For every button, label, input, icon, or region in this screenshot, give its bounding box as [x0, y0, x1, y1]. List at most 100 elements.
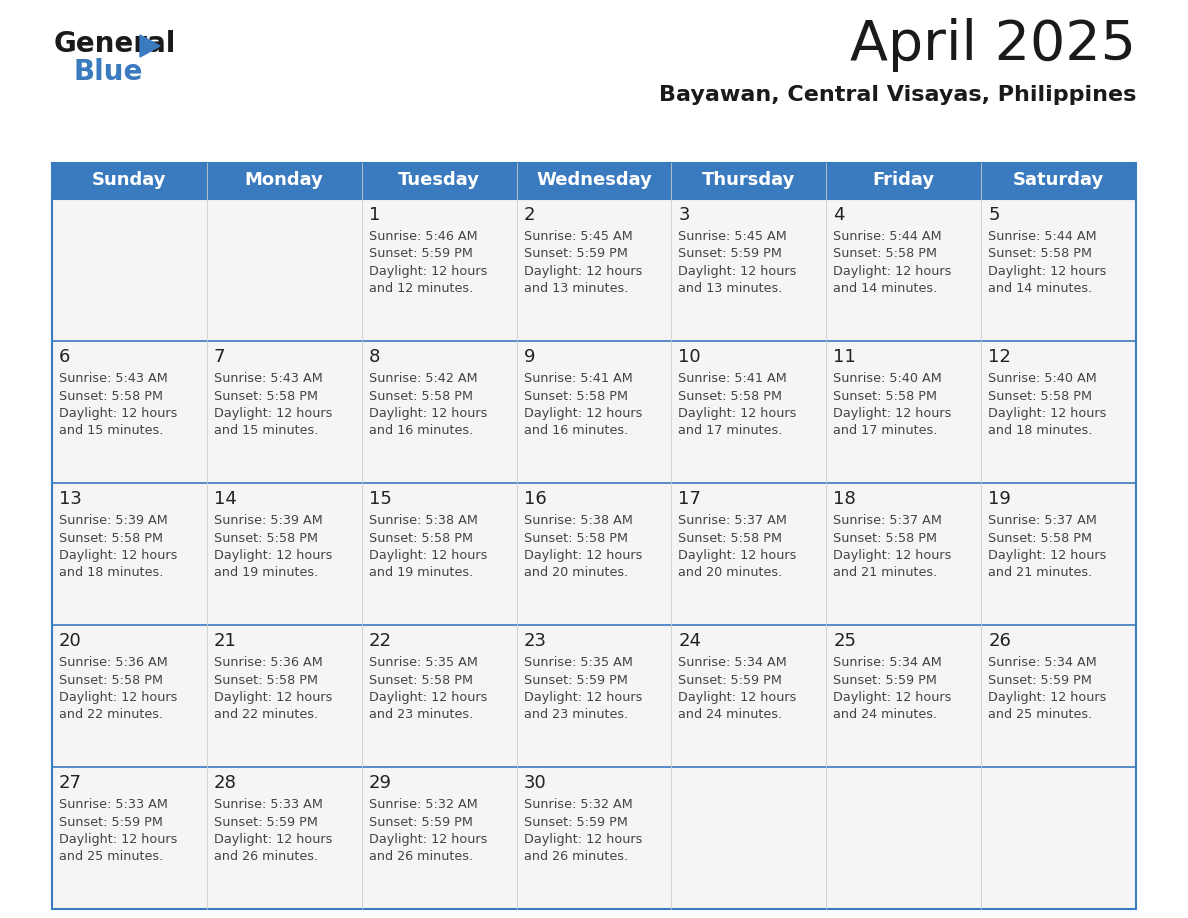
Bar — [52, 163, 1136, 199]
Text: and 21 minutes.: and 21 minutes. — [988, 566, 1093, 579]
Text: 3: 3 — [678, 206, 690, 224]
Bar — [671, 483, 827, 625]
Bar — [671, 625, 827, 767]
Text: Sunrise: 5:33 AM: Sunrise: 5:33 AM — [214, 798, 323, 811]
Text: Daylight: 12 hours: Daylight: 12 hours — [524, 407, 642, 420]
Bar — [52, 483, 207, 625]
Text: Daylight: 12 hours: Daylight: 12 hours — [833, 265, 952, 278]
Text: Sunrise: 5:38 AM: Sunrise: 5:38 AM — [524, 514, 632, 527]
Bar — [207, 341, 361, 483]
Text: Sunset: 5:58 PM: Sunset: 5:58 PM — [524, 389, 627, 402]
Bar — [207, 767, 361, 909]
Text: Saturday: Saturday — [1013, 171, 1104, 189]
Bar — [517, 199, 671, 341]
Text: Thursday: Thursday — [702, 171, 796, 189]
Text: 1: 1 — [368, 206, 380, 224]
Bar — [52, 341, 207, 483]
Text: Friday: Friday — [873, 171, 935, 189]
Text: Sunset: 5:58 PM: Sunset: 5:58 PM — [833, 389, 937, 402]
Bar — [207, 199, 361, 341]
Text: and 18 minutes.: and 18 minutes. — [59, 566, 164, 579]
Text: Sunrise: 5:43 AM: Sunrise: 5:43 AM — [214, 372, 323, 385]
Text: Sunset: 5:58 PM: Sunset: 5:58 PM — [833, 532, 937, 544]
Text: Daylight: 12 hours: Daylight: 12 hours — [368, 549, 487, 562]
Text: and 26 minutes.: and 26 minutes. — [524, 850, 627, 864]
Text: Daylight: 12 hours: Daylight: 12 hours — [678, 691, 797, 704]
Bar — [827, 199, 981, 341]
Text: Sunset: 5:59 PM: Sunset: 5:59 PM — [368, 248, 473, 261]
Text: Sunset: 5:58 PM: Sunset: 5:58 PM — [988, 389, 1092, 402]
Polygon shape — [140, 35, 160, 57]
Text: Sunset: 5:59 PM: Sunset: 5:59 PM — [524, 248, 627, 261]
Text: Sunrise: 5:42 AM: Sunrise: 5:42 AM — [368, 372, 478, 385]
Text: 19: 19 — [988, 490, 1011, 508]
Bar — [827, 341, 981, 483]
Bar — [361, 341, 517, 483]
Bar — [981, 483, 1136, 625]
Text: and 14 minutes.: and 14 minutes. — [833, 283, 937, 296]
Text: Sunset: 5:58 PM: Sunset: 5:58 PM — [59, 674, 163, 687]
Text: Sunset: 5:58 PM: Sunset: 5:58 PM — [214, 389, 318, 402]
Text: Sunrise: 5:36 AM: Sunrise: 5:36 AM — [59, 656, 168, 669]
Text: Sunrise: 5:35 AM: Sunrise: 5:35 AM — [524, 656, 632, 669]
Text: Sunset: 5:59 PM: Sunset: 5:59 PM — [214, 815, 317, 829]
Text: Sunrise: 5:36 AM: Sunrise: 5:36 AM — [214, 656, 323, 669]
Text: and 12 minutes.: and 12 minutes. — [368, 283, 473, 296]
Bar — [361, 199, 517, 341]
Text: Daylight: 12 hours: Daylight: 12 hours — [59, 691, 177, 704]
Text: Sunset: 5:58 PM: Sunset: 5:58 PM — [988, 248, 1092, 261]
Bar — [671, 199, 827, 341]
Text: 14: 14 — [214, 490, 236, 508]
Text: Daylight: 12 hours: Daylight: 12 hours — [524, 833, 642, 846]
Text: and 18 minutes.: and 18 minutes. — [988, 424, 1093, 438]
Text: Sunset: 5:58 PM: Sunset: 5:58 PM — [59, 389, 163, 402]
Text: and 17 minutes.: and 17 minutes. — [833, 424, 937, 438]
Text: and 26 minutes.: and 26 minutes. — [214, 850, 318, 864]
Text: 22: 22 — [368, 632, 392, 650]
Text: Sunrise: 5:43 AM: Sunrise: 5:43 AM — [59, 372, 168, 385]
Text: 29: 29 — [368, 774, 392, 792]
Text: Daylight: 12 hours: Daylight: 12 hours — [214, 833, 333, 846]
Text: and 22 minutes.: and 22 minutes. — [214, 709, 318, 722]
Text: Sunrise: 5:33 AM: Sunrise: 5:33 AM — [59, 798, 168, 811]
Text: Sunset: 5:58 PM: Sunset: 5:58 PM — [368, 532, 473, 544]
Text: Sunrise: 5:40 AM: Sunrise: 5:40 AM — [833, 372, 942, 385]
Bar — [207, 625, 361, 767]
Text: Sunset: 5:59 PM: Sunset: 5:59 PM — [524, 815, 627, 829]
Text: Sunset: 5:58 PM: Sunset: 5:58 PM — [524, 532, 627, 544]
Text: Daylight: 12 hours: Daylight: 12 hours — [988, 407, 1106, 420]
Text: and 23 minutes.: and 23 minutes. — [368, 709, 473, 722]
Text: Sunrise: 5:39 AM: Sunrise: 5:39 AM — [59, 514, 168, 527]
Text: and 22 minutes.: and 22 minutes. — [59, 709, 163, 722]
Bar — [361, 625, 517, 767]
Text: Sunrise: 5:35 AM: Sunrise: 5:35 AM — [368, 656, 478, 669]
Text: Daylight: 12 hours: Daylight: 12 hours — [678, 549, 797, 562]
Bar — [517, 625, 671, 767]
Text: Daylight: 12 hours: Daylight: 12 hours — [368, 691, 487, 704]
Text: Daylight: 12 hours: Daylight: 12 hours — [59, 833, 177, 846]
Text: 12: 12 — [988, 348, 1011, 366]
Text: April 2025: April 2025 — [849, 18, 1136, 72]
Text: Sunset: 5:58 PM: Sunset: 5:58 PM — [678, 532, 783, 544]
Bar — [52, 625, 207, 767]
Bar — [52, 199, 207, 341]
Text: Sunrise: 5:44 AM: Sunrise: 5:44 AM — [988, 230, 1097, 243]
Bar — [827, 767, 981, 909]
Text: Monday: Monday — [245, 171, 323, 189]
Text: Sunrise: 5:38 AM: Sunrise: 5:38 AM — [368, 514, 478, 527]
Text: Daylight: 12 hours: Daylight: 12 hours — [524, 691, 642, 704]
Text: Daylight: 12 hours: Daylight: 12 hours — [59, 407, 177, 420]
Text: and 15 minutes.: and 15 minutes. — [214, 424, 318, 438]
Text: Daylight: 12 hours: Daylight: 12 hours — [524, 549, 642, 562]
Text: Daylight: 12 hours: Daylight: 12 hours — [833, 549, 952, 562]
Text: and 15 minutes.: and 15 minutes. — [59, 424, 164, 438]
Text: Sunrise: 5:34 AM: Sunrise: 5:34 AM — [833, 656, 942, 669]
Bar — [671, 341, 827, 483]
Text: 7: 7 — [214, 348, 226, 366]
Text: Sunrise: 5:41 AM: Sunrise: 5:41 AM — [524, 372, 632, 385]
Text: Sunrise: 5:34 AM: Sunrise: 5:34 AM — [988, 656, 1097, 669]
Text: 8: 8 — [368, 348, 380, 366]
Text: 10: 10 — [678, 348, 701, 366]
Text: and 25 minutes.: and 25 minutes. — [59, 850, 163, 864]
Text: Sunset: 5:58 PM: Sunset: 5:58 PM — [368, 389, 473, 402]
